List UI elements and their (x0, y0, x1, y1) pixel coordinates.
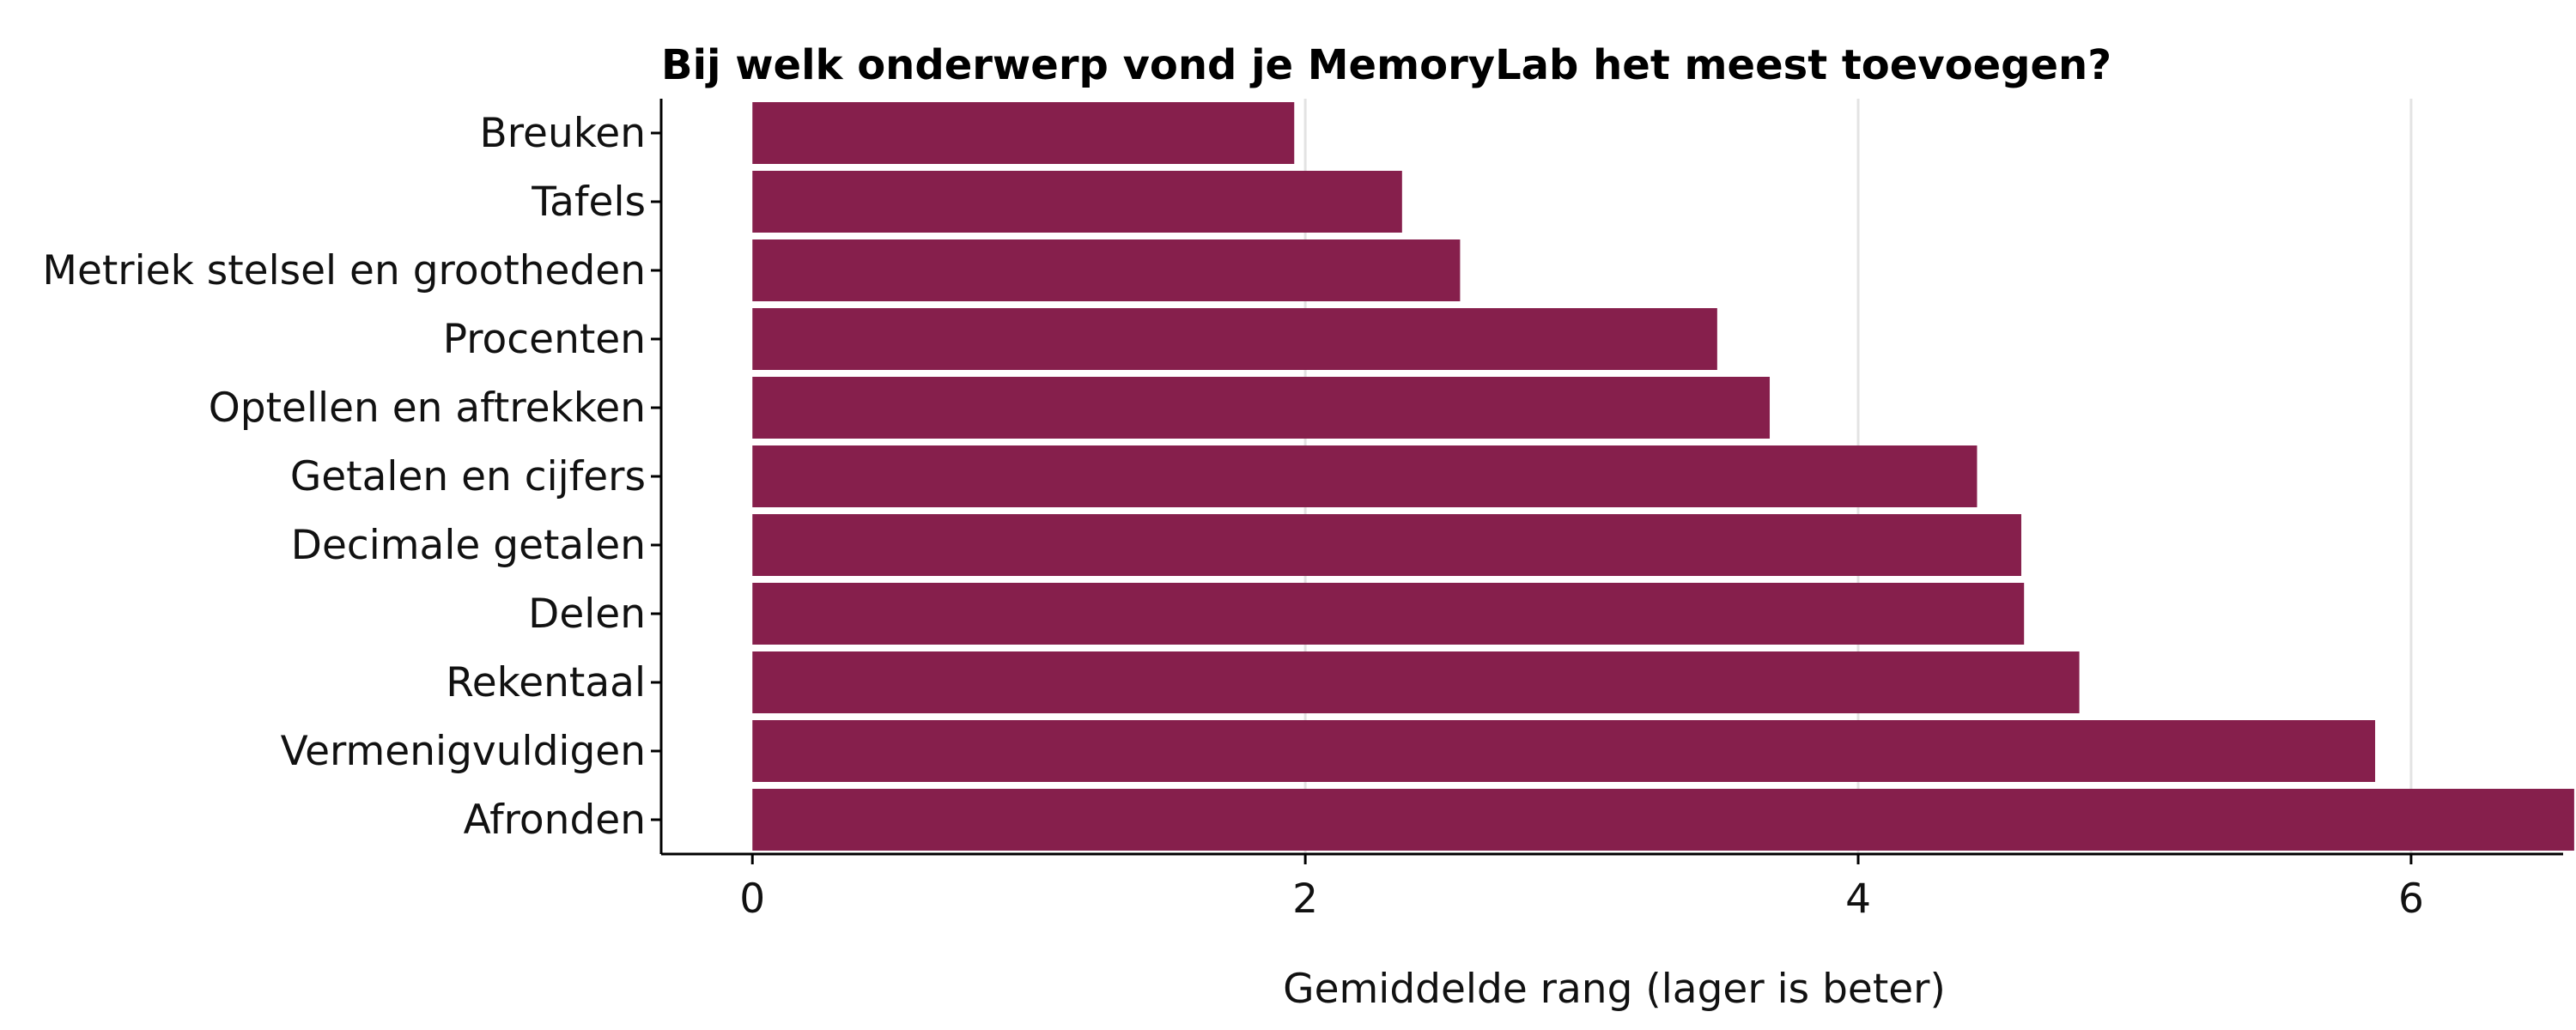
chart-title: Bij welk onderwerp vond je MemoryLab het… (661, 41, 2111, 89)
x-tick-label-4: 4 (1845, 876, 1871, 923)
category-label-3: Metriek stelsel en grootheden (42, 247, 646, 294)
bar-11 (752, 789, 2574, 851)
bar-7 (752, 514, 2021, 576)
category-label-4: Procenten (443, 316, 646, 363)
axis-layer (651, 99, 2563, 864)
category-label-1: Breuken (480, 110, 647, 157)
bar-6 (752, 445, 1978, 507)
category-label-6: Getalen en cijfers (290, 453, 646, 500)
bar-8 (752, 583, 2025, 645)
x-tick-label-0: 0 (739, 876, 765, 923)
category-label-7: Decimale getalen (291, 522, 646, 569)
bar-3 (752, 239, 1461, 301)
bar-5 (752, 377, 1771, 439)
category-label-9: Rekentaal (446, 659, 646, 706)
bar-10 (752, 720, 2376, 782)
label-layer: Breuken Tafels Metriek stelsel en groothed… (42, 110, 2423, 923)
x-tick-label-2: 2 (1292, 876, 1318, 923)
category-label-8: Delen (528, 591, 646, 638)
bar-layer (752, 102, 2574, 851)
x-axis-title: Gemiddelde rang (lager is beter) (1283, 966, 1946, 1013)
bar-2 (752, 171, 1402, 233)
category-label-2: Tafels (531, 179, 646, 226)
bar-4 (752, 308, 1717, 370)
bar-9 (752, 651, 2080, 713)
category-label-10: Vermenigvuldigen (281, 728, 646, 775)
category-label-5: Optellen en aftrekken (209, 385, 646, 432)
category-label-11: Afronden (464, 797, 646, 844)
bar-1 (752, 102, 1295, 164)
x-tick-label-6: 6 (2398, 876, 2424, 923)
